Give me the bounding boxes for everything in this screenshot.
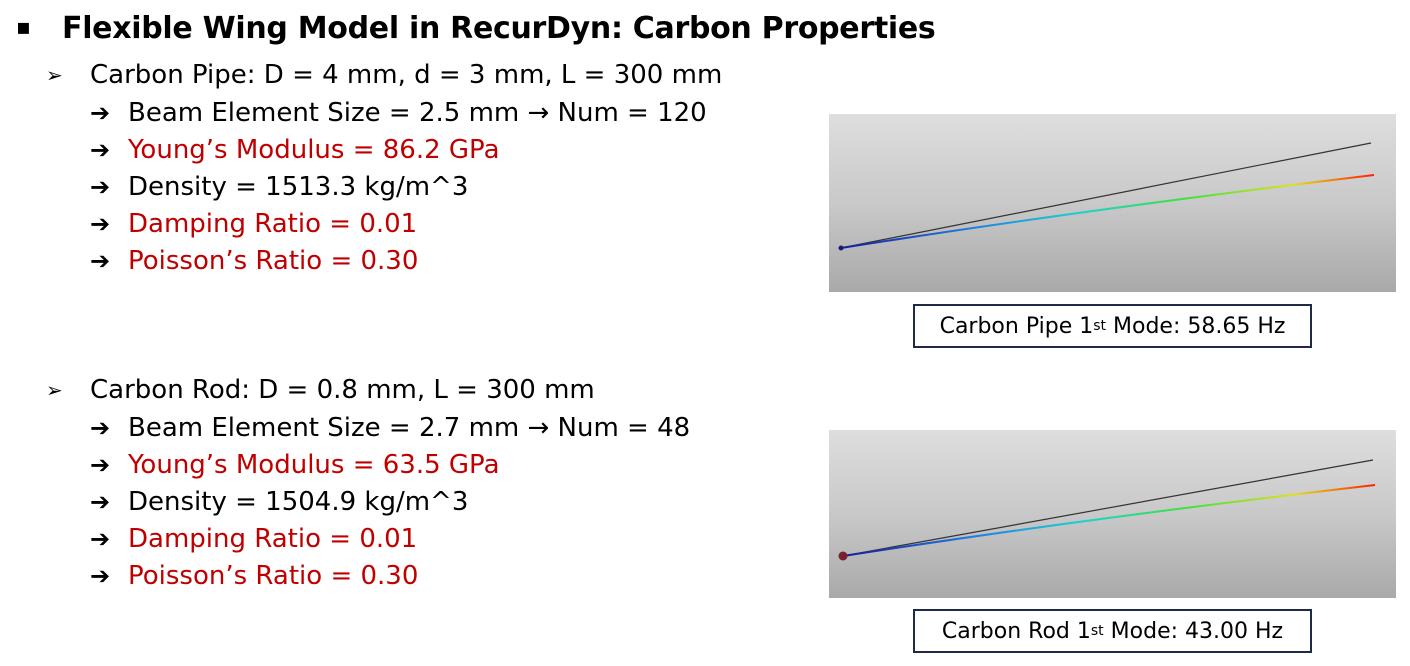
arrow-bullet-icon: ➔ (90, 246, 111, 275)
property-text: Poisson’s Ratio = 0.30 (128, 245, 419, 276)
carbon-pipe-section: ➢ Carbon Pipe: D = 4 mm, d = 3 mm, L = 3… (46, 56, 722, 279)
arrow-bullet-icon: ➔ (90, 98, 111, 127)
square-bullet-icon: ▪ (16, 15, 31, 40)
fixed-joint-marker (838, 245, 844, 251)
chevron-bullet-icon: ➢ (46, 378, 63, 402)
carbon-pipe-mode-shape-image (829, 114, 1396, 292)
fixed-joint-marker (838, 551, 848, 561)
slide-title: Flexible Wing Model in RecurDyn: Carbon … (62, 10, 936, 46)
property-item: ➔ Young’s Modulus = 63.5 GPa (90, 446, 690, 483)
property-text: Damping Ratio = 0.01 (128, 208, 418, 239)
property-item: ➔ Beam Element Size = 2.7 mm → Num = 48 (90, 409, 690, 446)
arrow-bullet-icon: ➔ (90, 135, 111, 164)
property-item: ➔ Damping Ratio = 0.01 (90, 520, 690, 557)
property-item: ➔ Density = 1513.3 kg/m^3 (90, 168, 722, 205)
slide-title-row: ▪ Flexible Wing Model in RecurDyn: Carbo… (16, 8, 936, 48)
carbon-rod-mode-shape-plot (838, 459, 1376, 561)
caption-text: Carbon Rod 1 (941, 618, 1091, 644)
carbon-rod-heading: Carbon Rod: D = 0.8 mm, L = 300 mm (90, 375, 595, 405)
property-text: Young’s Modulus = 63.5 GPa (128, 449, 500, 480)
arrow-bullet-icon: ➔ (90, 487, 111, 516)
property-item: ➔ Damping Ratio = 0.01 (90, 205, 722, 242)
undeformed-beam-line (842, 459, 1374, 557)
caption-text: Mode: 43.00 Hz (1103, 618, 1284, 644)
property-text: Density = 1513.3 kg/m^3 (128, 171, 469, 202)
arrow-bullet-icon: ➔ (90, 209, 111, 238)
caption-text: Mode: 58.65 Hz (1106, 313, 1286, 339)
property-item: ➔ Poisson’s Ratio = 0.30 (90, 242, 722, 279)
chevron-bullet-icon: ➢ (46, 63, 63, 87)
deformed-beam-line (840, 174, 1375, 249)
property-text: Density = 1504.9 kg/m^3 (128, 486, 469, 517)
arrow-bullet-icon: ➔ (90, 413, 111, 442)
property-item: ➔ Poisson’s Ratio = 0.30 (90, 557, 690, 594)
arrow-bullet-icon: ➔ (90, 172, 111, 201)
property-text: Beam Element Size = 2.5 mm → Num = 120 (128, 97, 707, 128)
carbon-pipe-mode-shape-plot (838, 142, 1375, 251)
carbon-rod-mode-shape-image (829, 430, 1396, 598)
property-text: Young’s Modulus = 86.2 GPa (128, 134, 500, 165)
carbon-rod-section: ➢ Carbon Rod: D = 0.8 mm, L = 300 mm ➔ B… (46, 371, 690, 594)
caption-text: Carbon Pipe 1 (939, 313, 1094, 339)
property-text: Poisson’s Ratio = 0.30 (128, 560, 419, 591)
property-text: Damping Ratio = 0.01 (128, 523, 418, 554)
arrow-bullet-icon: ➔ (90, 450, 111, 479)
carbon-pipe-heading-row: ➢ Carbon Pipe: D = 4 mm, d = 3 mm, L = 3… (46, 56, 722, 94)
carbon-rod-heading-row: ➢ Carbon Rod: D = 0.8 mm, L = 300 mm (46, 371, 690, 409)
property-item: ➔ Young’s Modulus = 86.2 GPa (90, 131, 722, 168)
deformed-beam-line (842, 484, 1376, 557)
undeformed-beam-line (840, 142, 1372, 249)
property-text: Beam Element Size = 2.7 mm → Num = 48 (128, 412, 691, 443)
arrow-bullet-icon: ➔ (90, 561, 111, 590)
property-item: ➔ Density = 1504.9 kg/m^3 (90, 483, 690, 520)
property-item: ➔ Beam Element Size = 2.5 mm → Num = 120 (90, 94, 722, 131)
carbon-pipe-heading: Carbon Pipe: D = 4 mm, d = 3 mm, L = 300… (90, 60, 723, 90)
arrow-bullet-icon: ➔ (90, 524, 111, 553)
